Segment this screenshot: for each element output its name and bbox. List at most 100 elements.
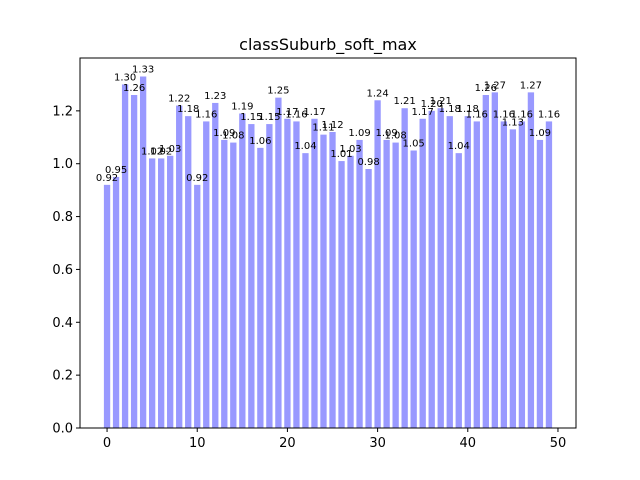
y-axis: 0.0 0.2 0.4 0.6 0.8 1.0 1.2: [52, 104, 80, 437]
y-tick-label-1: 0.2: [52, 369, 73, 384]
data-label-25: 1.12: [321, 120, 343, 131]
bar-18: [266, 124, 273, 429]
data-label-1: 0.95: [105, 165, 127, 176]
bar-40: [464, 116, 471, 429]
data-labels-group: 0.920.951.301.261.331.021.021.031.221.18…: [96, 65, 560, 184]
data-label-18: 1.15: [258, 112, 280, 123]
data-label-14: 1.08: [222, 131, 244, 142]
x-tick-label-1: 10: [189, 436, 206, 451]
data-label-38: 1.18: [439, 104, 461, 115]
data-label-21: 1.16: [285, 109, 307, 120]
bar-48: [536, 139, 544, 428]
bar-20: [284, 118, 291, 429]
data-label-13: 1.09: [213, 128, 235, 139]
data-label-41: 1.16: [466, 109, 488, 120]
bar-29: [365, 169, 372, 428]
bar-23: [311, 118, 318, 429]
bar-11: [203, 121, 210, 428]
bar-13: [221, 139, 228, 428]
bar-45: [509, 129, 517, 428]
data-label-46: 1.16: [511, 109, 533, 120]
data-label-30: 1.24: [366, 88, 388, 99]
data-label-49: 1.16: [538, 109, 560, 120]
bars-group: [103, 76, 553, 429]
y-tick-label-3: 0.6: [52, 263, 73, 278]
bar-15: [239, 113, 246, 428]
data-label-26: 1.01: [330, 149, 352, 160]
data-label-28: 1.09: [348, 128, 370, 139]
data-label-35: 1.17: [412, 107, 434, 118]
data-label-42: 1.26: [475, 83, 497, 94]
data-label-20: 1.17: [276, 107, 298, 118]
y-tick-label-4: 0.8: [52, 210, 73, 225]
data-label-22: 1.04: [294, 141, 316, 152]
bar-41: [473, 121, 480, 428]
bar-36: [428, 110, 435, 428]
x-tick-label-2: 20: [279, 436, 296, 451]
x-tick-label-3: 30: [369, 436, 386, 451]
bar-8: [176, 105, 183, 429]
bar-27: [347, 155, 354, 429]
data-label-33: 1.21: [394, 96, 416, 107]
bar-34: [410, 150, 417, 428]
bar-6: [158, 158, 165, 428]
bar-5: [148, 158, 156, 428]
data-label-4: 1.33: [132, 65, 154, 76]
data-label-40: 1.18: [457, 104, 479, 115]
bar-28: [356, 139, 363, 428]
bar-47: [527, 92, 535, 428]
data-label-12: 1.23: [204, 91, 226, 102]
data-label-7: 1.03: [159, 144, 181, 155]
bar-12: [212, 102, 219, 428]
data-label-47: 1.27: [520, 80, 542, 91]
bar-44: [500, 121, 508, 428]
data-label-37: 1.21: [430, 96, 452, 107]
bar-0: [103, 184, 111, 428]
y-tick-label-0: 0.0: [52, 422, 73, 437]
bar-35: [419, 118, 426, 429]
chart-title: classSuburb_soft_max: [239, 35, 417, 55]
data-label-44: 1.16: [493, 109, 515, 120]
bar-33: [401, 108, 408, 428]
bar-49: [545, 121, 553, 428]
data-label-27: 1.03: [339, 144, 361, 155]
data-label-32: 1.08: [385, 131, 407, 142]
bar-14: [230, 142, 237, 429]
x-tick-label-5: 50: [550, 436, 567, 451]
x-tick-label-4: 40: [460, 436, 477, 451]
bar-38: [446, 116, 453, 429]
bar-4: [139, 76, 147, 428]
x-axis: 0 10 20 30 40 50: [103, 428, 566, 451]
bar-19: [275, 97, 282, 429]
bar-9: [185, 116, 192, 429]
data-label-17: 1.06: [249, 136, 271, 147]
data-label-3: 1.26: [123, 83, 145, 94]
bar-43: [491, 92, 498, 428]
bar-2: [121, 84, 129, 428]
data-label-19: 1.25: [267, 86, 289, 97]
data-label-9: 1.18: [177, 104, 199, 115]
data-label-23: 1.17: [303, 107, 325, 118]
data-label-24: 1.11: [312, 123, 334, 134]
bar-37: [437, 108, 444, 428]
bar-30: [374, 100, 381, 429]
data-label-31: 1.09: [375, 128, 397, 139]
bar-39: [455, 153, 462, 428]
data-label-34: 1.05: [403, 139, 425, 150]
bar-26: [338, 161, 345, 429]
bar-16: [248, 124, 255, 429]
bar-1: [112, 176, 120, 428]
data-label-2: 1.30: [114, 72, 136, 83]
y-tick-label-5: 1.0: [52, 157, 73, 172]
data-label-29: 0.98: [357, 157, 379, 168]
bar-7: [167, 155, 174, 429]
data-label-39: 1.04: [448, 141, 470, 152]
bar-32: [392, 142, 399, 429]
bar-25: [329, 132, 336, 428]
y-tick-label-2: 0.4: [52, 316, 73, 331]
bar-46: [518, 121, 526, 428]
bar-3: [130, 95, 138, 428]
bar-21: [293, 121, 300, 428]
plot-frame: [79, 57, 577, 429]
